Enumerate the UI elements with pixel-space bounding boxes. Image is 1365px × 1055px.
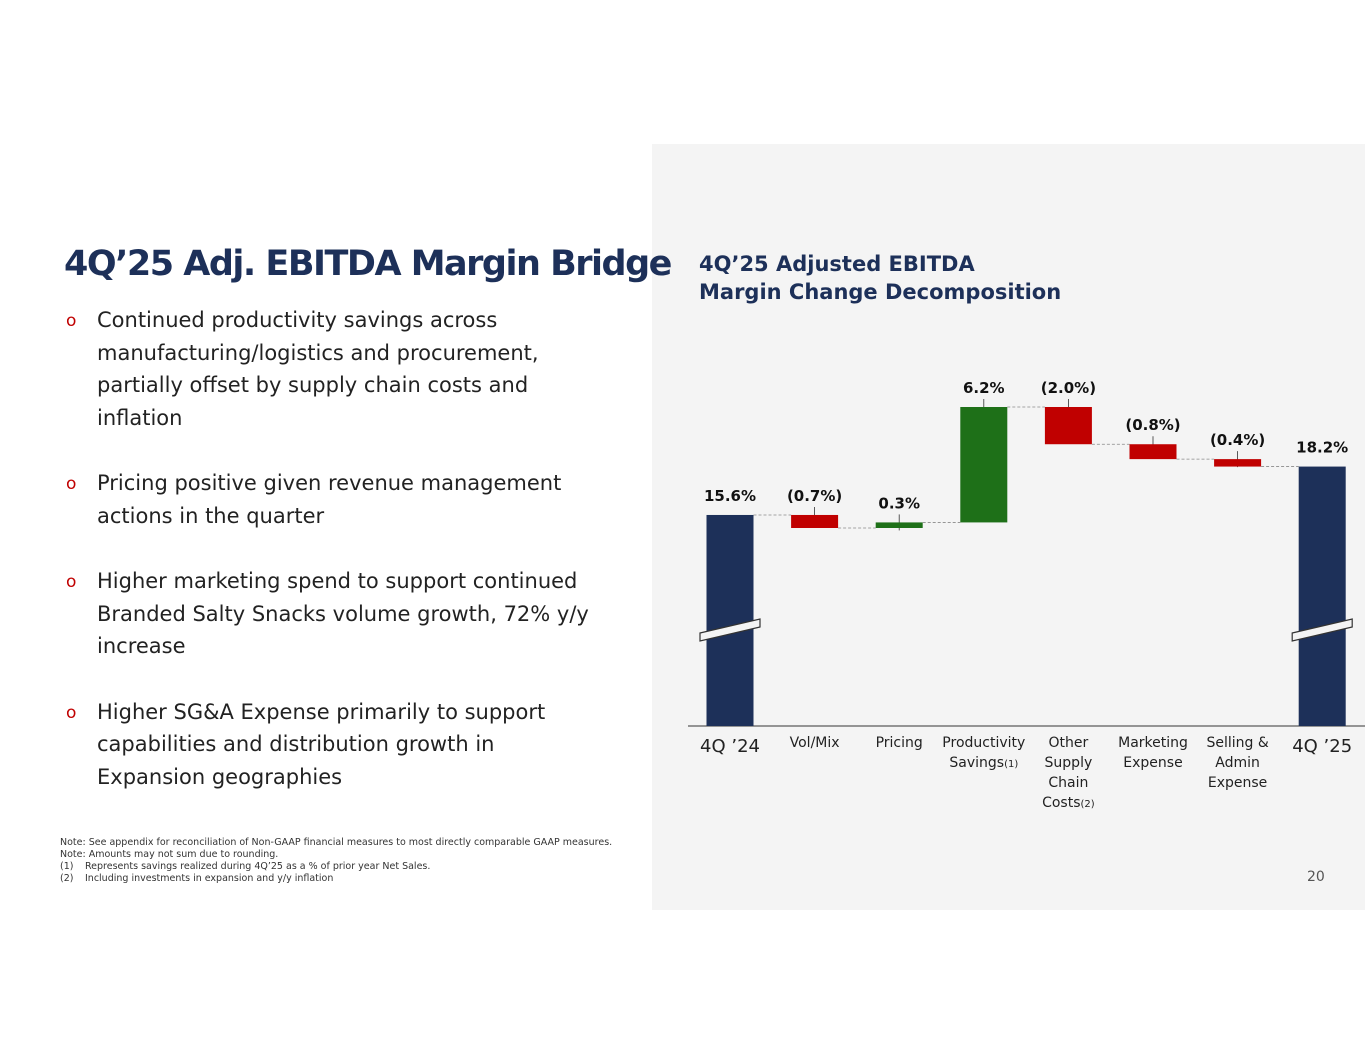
note: Note: See appendix for reconciliation of… [60,837,613,848]
bullet: Higher SG&A Expense primarily to support… [64,696,594,794]
category-name: Pricing [875,735,923,751]
chart-title-line: Margin Change Decomposition [699,280,1062,304]
x-tick-label: 4Q ’25 [1277,737,1365,757]
bullet: Pricing positive given revenue managemen… [64,467,594,532]
x-tick-label: 4Q ’24 [685,737,775,757]
note: Note: Amounts may not sum due to roundin… [60,849,279,860]
bullet-list: Continued productivity savings across ma… [64,304,594,826]
footnote: (1) Represents savings realized during 4Q… [60,861,612,873]
value-label: (2.0%) [1041,379,1096,397]
x-tick-label: Productivity Savings(1) [939,733,1029,775]
category-name: Productivity Savings [942,735,1026,771]
bar [1044,407,1092,445]
value-label: 18.2% [1296,439,1348,457]
category-note: (2) [1080,799,1095,810]
chart-title: 4Q’25 Adjusted EBITDA Margin Change Decom… [699,250,1061,306]
slide-title: 4Q’25 Adj. EBITDA Margin Bridge [64,244,672,284]
category-name: 4Q ’24 [700,736,760,757]
footnote-marker: (2) [60,873,74,884]
category-name: Vol/Mix [789,735,840,751]
axis-break [699,618,761,642]
x-tick-label: Vol/Mix [770,733,860,753]
category-name: 4Q ’25 [1292,736,1353,757]
category-name: Marketing Expense [1118,735,1188,771]
bar [960,407,1008,523]
bullet: Continued productivity savings across ma… [64,304,594,434]
value-label: (0.4%) [1210,431,1265,449]
footnote-marker: (1) [60,861,74,872]
x-tick-label: Other Supply Chain Costs(2) [1040,733,1096,815]
value-label: (0.7%) [787,487,842,505]
page-number: 20 [1307,869,1325,885]
category-name: Selling & Admin Expense [1206,735,1269,791]
x-tick-label: Selling & Admin Expense [1202,733,1274,793]
bar [791,514,839,528]
bar [706,514,754,726]
x-tick-label: Pricing [854,733,944,753]
category-name: Other Supply Chain Costs [1042,735,1093,811]
bar [1214,459,1262,467]
footnote-text: Represents savings realized during 4Q’25… [85,861,431,872]
value-label: 15.6% [704,487,756,505]
bar [1129,444,1177,460]
value-label: 6.2% [963,379,1005,397]
value-label: 0.3% [878,494,920,512]
chart-panel [652,144,1365,910]
footnote: (2) Including investments in expansion an… [60,873,612,885]
footnote-text: Including investments in expansion and y… [85,873,334,884]
bar [1298,466,1346,726]
chart-title-line: 4Q’25 Adjusted EBITDA [699,252,975,276]
bar [875,522,923,528]
value-label: (0.8%) [1125,416,1180,434]
category-note: (1) [1004,759,1019,770]
notes: Note: See appendix for reconciliation of… [60,837,612,885]
x-tick-label: Marketing Expense [1108,733,1198,773]
axis-break [1291,618,1353,642]
bullet: Higher marketing spend to support contin… [64,565,594,663]
